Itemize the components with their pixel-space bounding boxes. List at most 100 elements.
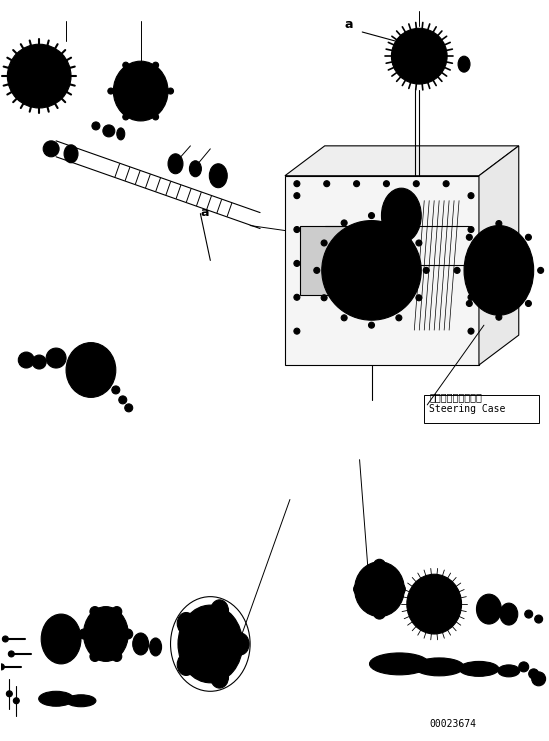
Circle shape xyxy=(394,583,405,595)
Ellipse shape xyxy=(211,666,228,688)
Ellipse shape xyxy=(133,633,149,655)
Text: 00023674: 00023674 xyxy=(429,719,476,728)
Circle shape xyxy=(32,355,46,369)
Circle shape xyxy=(373,559,385,571)
Circle shape xyxy=(294,227,300,233)
Bar xyxy=(424,395,539,423)
Circle shape xyxy=(30,67,49,86)
Ellipse shape xyxy=(459,662,499,677)
Circle shape xyxy=(0,664,4,670)
Circle shape xyxy=(125,404,133,412)
Circle shape xyxy=(416,240,422,246)
Circle shape xyxy=(410,46,429,66)
Ellipse shape xyxy=(464,225,534,315)
Circle shape xyxy=(112,651,122,662)
Circle shape xyxy=(2,636,8,642)
Circle shape xyxy=(92,122,100,130)
Ellipse shape xyxy=(458,56,470,72)
Circle shape xyxy=(519,662,529,672)
Circle shape xyxy=(180,617,192,629)
Ellipse shape xyxy=(177,654,195,676)
Circle shape xyxy=(123,629,133,639)
Circle shape xyxy=(396,315,402,321)
Circle shape xyxy=(214,605,226,617)
Circle shape xyxy=(368,213,374,219)
Circle shape xyxy=(294,260,300,267)
Circle shape xyxy=(214,671,226,683)
Circle shape xyxy=(525,234,531,240)
Ellipse shape xyxy=(211,600,228,622)
Text: Steering Case: Steering Case xyxy=(429,404,506,413)
Circle shape xyxy=(466,301,472,307)
Circle shape xyxy=(368,322,374,328)
Ellipse shape xyxy=(38,691,74,706)
Circle shape xyxy=(18,352,34,368)
Circle shape xyxy=(7,691,12,697)
Text: a: a xyxy=(200,205,209,219)
Circle shape xyxy=(294,328,300,334)
Circle shape xyxy=(373,607,385,619)
Ellipse shape xyxy=(362,568,397,610)
Ellipse shape xyxy=(500,603,518,625)
Ellipse shape xyxy=(414,581,454,627)
Circle shape xyxy=(90,651,100,662)
Circle shape xyxy=(112,386,120,394)
Ellipse shape xyxy=(329,228,414,313)
Circle shape xyxy=(46,348,66,368)
Circle shape xyxy=(413,181,419,187)
Circle shape xyxy=(90,607,100,617)
Ellipse shape xyxy=(66,342,116,397)
Circle shape xyxy=(8,651,14,657)
Circle shape xyxy=(7,44,71,108)
Ellipse shape xyxy=(66,695,96,707)
Ellipse shape xyxy=(82,359,100,381)
Ellipse shape xyxy=(498,665,520,677)
Bar xyxy=(300,225,355,295)
Ellipse shape xyxy=(90,613,122,655)
Ellipse shape xyxy=(120,67,161,115)
Circle shape xyxy=(496,314,502,320)
Circle shape xyxy=(108,88,114,94)
Circle shape xyxy=(454,268,460,273)
Circle shape xyxy=(17,54,61,99)
Circle shape xyxy=(153,114,159,120)
Circle shape xyxy=(123,114,129,120)
Circle shape xyxy=(112,607,122,617)
Circle shape xyxy=(468,227,474,233)
Circle shape xyxy=(529,669,539,679)
Circle shape xyxy=(466,234,472,240)
Ellipse shape xyxy=(47,621,75,657)
Circle shape xyxy=(423,268,429,273)
Ellipse shape xyxy=(337,236,406,305)
Bar xyxy=(285,176,479,365)
Ellipse shape xyxy=(150,638,161,656)
Ellipse shape xyxy=(472,233,526,308)
Ellipse shape xyxy=(189,161,201,177)
Ellipse shape xyxy=(117,128,125,140)
Circle shape xyxy=(396,220,402,226)
Ellipse shape xyxy=(41,614,81,664)
Circle shape xyxy=(468,294,474,300)
Circle shape xyxy=(180,659,192,671)
Circle shape xyxy=(341,315,347,321)
Circle shape xyxy=(314,268,320,273)
Ellipse shape xyxy=(203,635,218,653)
Circle shape xyxy=(341,220,347,226)
Ellipse shape xyxy=(388,196,415,236)
Ellipse shape xyxy=(178,605,243,682)
Circle shape xyxy=(531,672,546,686)
Circle shape xyxy=(13,698,19,704)
Circle shape xyxy=(294,181,300,187)
Polygon shape xyxy=(285,146,519,176)
Ellipse shape xyxy=(209,164,227,187)
Text: ステアリングケース: ステアリングケース xyxy=(429,392,482,402)
Circle shape xyxy=(468,260,474,267)
Ellipse shape xyxy=(128,77,153,105)
Ellipse shape xyxy=(382,188,421,243)
Ellipse shape xyxy=(177,613,195,634)
Circle shape xyxy=(399,36,439,76)
Ellipse shape xyxy=(369,653,429,675)
Ellipse shape xyxy=(422,590,447,618)
Circle shape xyxy=(294,193,300,199)
Circle shape xyxy=(354,181,360,187)
